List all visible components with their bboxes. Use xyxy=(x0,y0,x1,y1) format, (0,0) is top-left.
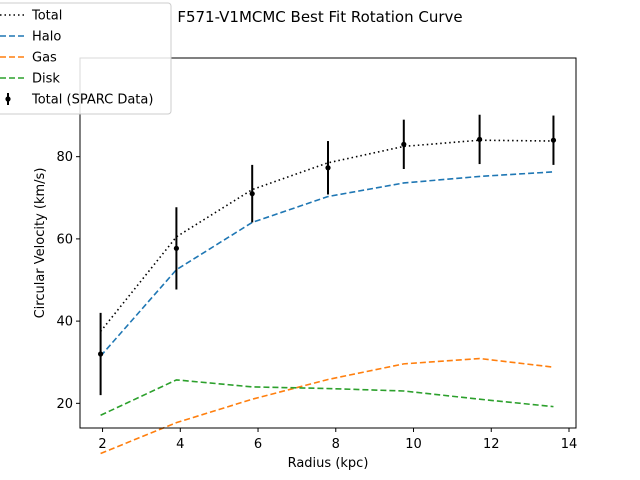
x-axis: 2 4 6 8 10 12 14 xyxy=(98,428,577,452)
plot-lines xyxy=(99,139,554,455)
legend-total-label: Total xyxy=(31,9,62,24)
legend-gas-label: Gas xyxy=(32,51,57,66)
x-tick-label: 14 xyxy=(561,437,578,452)
legend: Total Halo Gas Disk Total (SPARC Data) xyxy=(0,2,172,115)
legend-disk-label: Disk xyxy=(32,72,60,87)
legend-box xyxy=(0,2,172,115)
y-tick-label: 40 xyxy=(56,315,73,330)
data-point xyxy=(325,165,331,171)
series-line-gas xyxy=(100,357,554,455)
legend-total-sparc-data-label: Total (SPARC Data) xyxy=(31,93,153,108)
x-tick-label: 6 xyxy=(254,437,262,452)
y-tick-label: 60 xyxy=(56,232,73,247)
series-line-disk xyxy=(100,379,554,416)
y-tick-label: 20 xyxy=(56,397,73,412)
legend-halo-label: Halo xyxy=(32,30,61,45)
data-point xyxy=(550,137,557,143)
y-tick-label: 80 xyxy=(56,150,73,165)
x-axis-label: Radius (kpc) xyxy=(288,456,369,471)
x-tick-label: 10 xyxy=(405,437,422,452)
data-points xyxy=(98,114,557,396)
legend-total-sparc-data-swatch-dot xyxy=(5,96,11,102)
chart-title: F571-V1MCMC Best Fit Rotation Curve xyxy=(177,8,462,26)
data-point xyxy=(401,141,407,147)
y-axis: 20 40 60 80 xyxy=(56,150,80,412)
y-axis-label: Circular Velocity (km/s) xyxy=(33,168,48,319)
x-tick-label: 4 xyxy=(176,437,184,452)
data-point xyxy=(476,136,483,142)
series-line-halo xyxy=(99,171,554,357)
data-point xyxy=(173,245,180,251)
data-point xyxy=(98,351,104,357)
plot-area-frame xyxy=(79,57,577,429)
x-tick-label: 8 xyxy=(332,437,340,452)
x-tick-label: 12 xyxy=(483,437,500,452)
data-point xyxy=(249,191,255,197)
x-tick-label: 2 xyxy=(98,437,106,452)
